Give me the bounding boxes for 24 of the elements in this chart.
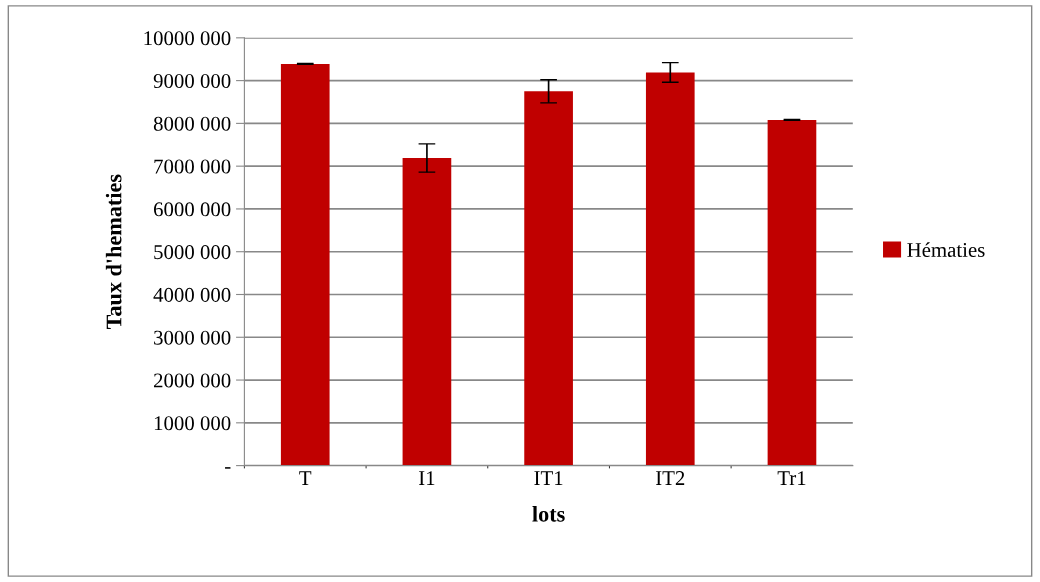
y-tick-label: 8000 000: [153, 116, 231, 131]
bar: [402, 158, 452, 466]
y-tick-label: 9000 000: [153, 73, 231, 89]
y-tick-label: 3000 000: [154, 330, 231, 345]
x-tick-label: I1: [419, 471, 435, 485]
x-axis-title: lots: [532, 506, 565, 522]
bar: [280, 63, 330, 466]
bar: [767, 119, 817, 466]
y-tick-label: -: [225, 467, 231, 469]
x-tick-label: Tr1: [777, 471, 806, 485]
y-tick-label: 1000 000: [154, 416, 231, 431]
x-tick-label: T: [299, 471, 312, 485]
y-axis-title: Taux d'hematies: [105, 174, 122, 330]
y-tick-label: 6000 000: [153, 202, 231, 217]
y-tick-label: 2000 000: [154, 373, 231, 388]
x-tick-label: IT2: [655, 471, 685, 485]
y-tick-label: 4000 000: [153, 287, 231, 302]
bar: [524, 91, 573, 466]
y-tick-label: 5000 000: [154, 245, 231, 260]
y-tick-label: 7000 000: [154, 159, 231, 174]
y-tick-label: 10000 000: [144, 31, 231, 46]
bar: [645, 72, 695, 466]
legend-label: Hématies: [907, 242, 985, 257]
x-tick-label: IT1: [534, 471, 563, 485]
